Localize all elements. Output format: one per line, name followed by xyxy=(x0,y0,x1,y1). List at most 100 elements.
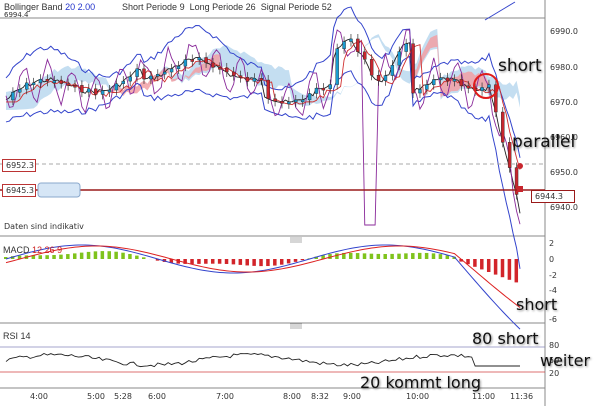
macd-bar xyxy=(431,253,436,259)
rsi-legend[interactable]: RSI 14 xyxy=(3,331,31,341)
candle xyxy=(190,59,194,62)
candle xyxy=(363,51,367,60)
ichimoku-legend[interactable]: Short Periode 9 Long Periode 26 Signal P… xyxy=(122,2,332,12)
bollinger-lower xyxy=(5,55,521,269)
macd-bar xyxy=(369,253,374,259)
macd-bar xyxy=(355,253,360,259)
macd-bar xyxy=(452,256,456,259)
time-tick: 9:00 xyxy=(343,392,361,401)
macd-bar xyxy=(459,259,463,262)
candle xyxy=(59,80,63,84)
bollinger-label: Bollinger Band xyxy=(4,2,63,12)
macd-bar xyxy=(300,259,305,261)
macd-line xyxy=(5,244,521,330)
macd-bar xyxy=(328,254,332,259)
candle xyxy=(273,98,277,102)
bollinger-dev: 2.00 xyxy=(77,2,96,12)
price-marker-lower[interactable]: 6945.3 xyxy=(2,184,36,197)
candle xyxy=(31,82,36,86)
candle xyxy=(121,80,125,84)
macd-slow: 26 xyxy=(44,245,55,255)
candle xyxy=(418,89,422,94)
candle xyxy=(494,84,498,113)
macd-bar xyxy=(500,259,505,278)
macd-bar xyxy=(135,255,139,259)
annotation-rsi-80-short: 80 short xyxy=(472,329,539,348)
time-tick: 10:00 xyxy=(406,392,430,401)
candle xyxy=(294,99,298,103)
tenkan-line xyxy=(6,40,521,170)
price-tick: 6970.0 xyxy=(550,98,578,107)
candle xyxy=(335,48,339,85)
macd-bar xyxy=(86,251,91,259)
long-period-value: 26 xyxy=(245,2,256,12)
macd-bar xyxy=(321,255,325,259)
candle xyxy=(252,78,257,82)
candle xyxy=(142,68,146,80)
macd-bar xyxy=(376,253,381,259)
macd-bar xyxy=(397,253,401,259)
macd-bar xyxy=(466,259,470,265)
macd-tick: -2 xyxy=(549,271,557,280)
candle xyxy=(52,80,56,84)
candle xyxy=(211,62,215,68)
macd-bar xyxy=(231,259,236,265)
macd-bar xyxy=(390,253,394,259)
candle xyxy=(342,41,346,49)
candle xyxy=(128,76,132,82)
macd-bar xyxy=(273,259,277,266)
time-tick: 5:00 xyxy=(87,392,105,401)
price-marker-current[interactable]: 6944.3 xyxy=(531,190,575,203)
macd-bar xyxy=(66,254,70,259)
macd-bar xyxy=(169,259,174,263)
candle xyxy=(321,87,326,91)
candle xyxy=(107,89,112,93)
macd-bar xyxy=(473,259,477,267)
candle xyxy=(487,84,491,88)
candle xyxy=(425,84,429,90)
candle xyxy=(390,64,395,76)
macd-bar xyxy=(210,259,215,264)
candle xyxy=(156,74,160,77)
candle xyxy=(404,43,408,52)
macd-bar xyxy=(190,259,194,264)
macd-bar xyxy=(245,259,249,266)
candle xyxy=(24,82,29,90)
macd-bar xyxy=(480,259,484,270)
annotation-short-macd: short xyxy=(516,295,558,314)
candle xyxy=(438,77,443,81)
rsi-period: 14 xyxy=(20,331,31,341)
macd-bar xyxy=(438,254,443,259)
macd-bar xyxy=(45,255,49,259)
macd-bar xyxy=(100,251,105,259)
bb-top-extension xyxy=(484,1,516,21)
price-tag-highlight xyxy=(37,182,81,198)
candle xyxy=(287,101,291,105)
macd-legend[interactable]: MACD 12 26 9 xyxy=(3,245,62,255)
macd-bar xyxy=(342,252,346,259)
macd-bar xyxy=(93,251,98,259)
time-tick: 11:00 xyxy=(472,392,496,401)
bollinger-legend[interactable]: Bollinger Band 20 2.00 xyxy=(4,2,95,12)
candle xyxy=(466,85,470,89)
candle xyxy=(507,142,512,168)
candle xyxy=(162,71,167,75)
price-marker-upper[interactable]: 6952.3 xyxy=(2,159,36,172)
candle xyxy=(45,79,50,82)
macd-bar xyxy=(224,259,229,264)
candle xyxy=(176,65,181,70)
rsi-tick: 50 xyxy=(549,356,560,365)
bollinger-upper xyxy=(5,6,521,158)
short-period-value: 9 xyxy=(179,2,185,12)
candle xyxy=(307,93,312,101)
macd-bar xyxy=(362,253,367,259)
candle xyxy=(73,84,77,88)
candle xyxy=(238,75,243,78)
candle xyxy=(266,79,270,99)
marker-dot xyxy=(517,163,523,169)
time-tick: 8:00 xyxy=(283,392,301,401)
macd-bar xyxy=(141,257,146,259)
rsi-label: RSI xyxy=(3,331,19,341)
time-tick: 8:32 xyxy=(311,392,329,401)
